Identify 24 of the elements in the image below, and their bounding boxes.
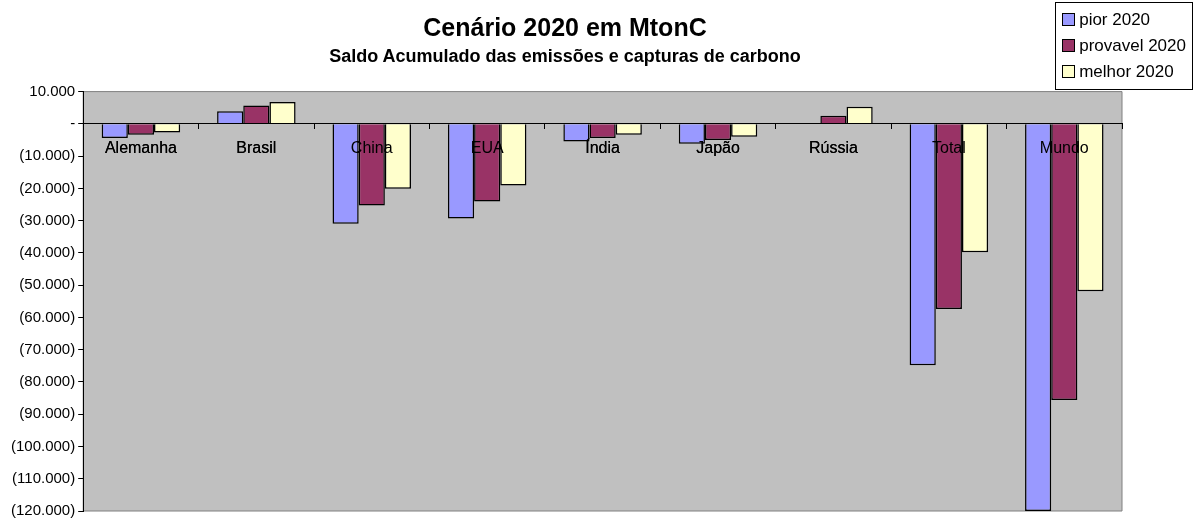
- y-tick-label: (30.000): [19, 210, 76, 228]
- x-tick-label: Alemanha: [104, 138, 178, 156]
- legend-label: pior 2020: [1078, 9, 1152, 31]
- x-tick-label: Rússia: [808, 138, 858, 156]
- x-tick-label: Japão: [696, 138, 740, 156]
- y-tick-label: (50.000): [19, 275, 76, 293]
- x-tick-label: Brasil: [236, 138, 277, 156]
- y-tick-label: (40.000): [19, 243, 76, 261]
- y-tick-label: (110.000): [12, 468, 76, 486]
- y-tick-label: (80.000): [19, 372, 76, 390]
- y-tick-label: -: [70, 114, 76, 131]
- y-tick-label: (60.000): [19, 307, 76, 325]
- y-tick-label: (90.000): [19, 404, 76, 422]
- chart-subtitle: Saldo Acumulado das emissões e capturas de carbono: [329, 45, 801, 66]
- y-tick-label: 10.000: [29, 81, 76, 99]
- legend-label: melhor 2020: [1078, 61, 1175, 83]
- y-tick-label: (70.000): [19, 339, 76, 357]
- x-tick-label: Índia: [585, 137, 621, 156]
- y-tick-label: (120.000): [10, 501, 76, 519]
- legend-label: provavel 2020: [1078, 35, 1186, 57]
- chart-title: Cenário 2020 em MtonC: [423, 12, 707, 41]
- y-tick-label: (100.000): [10, 436, 76, 454]
- y-tick-label: (20.000): [19, 178, 76, 196]
- y-tick-label: (10.000): [19, 146, 76, 164]
